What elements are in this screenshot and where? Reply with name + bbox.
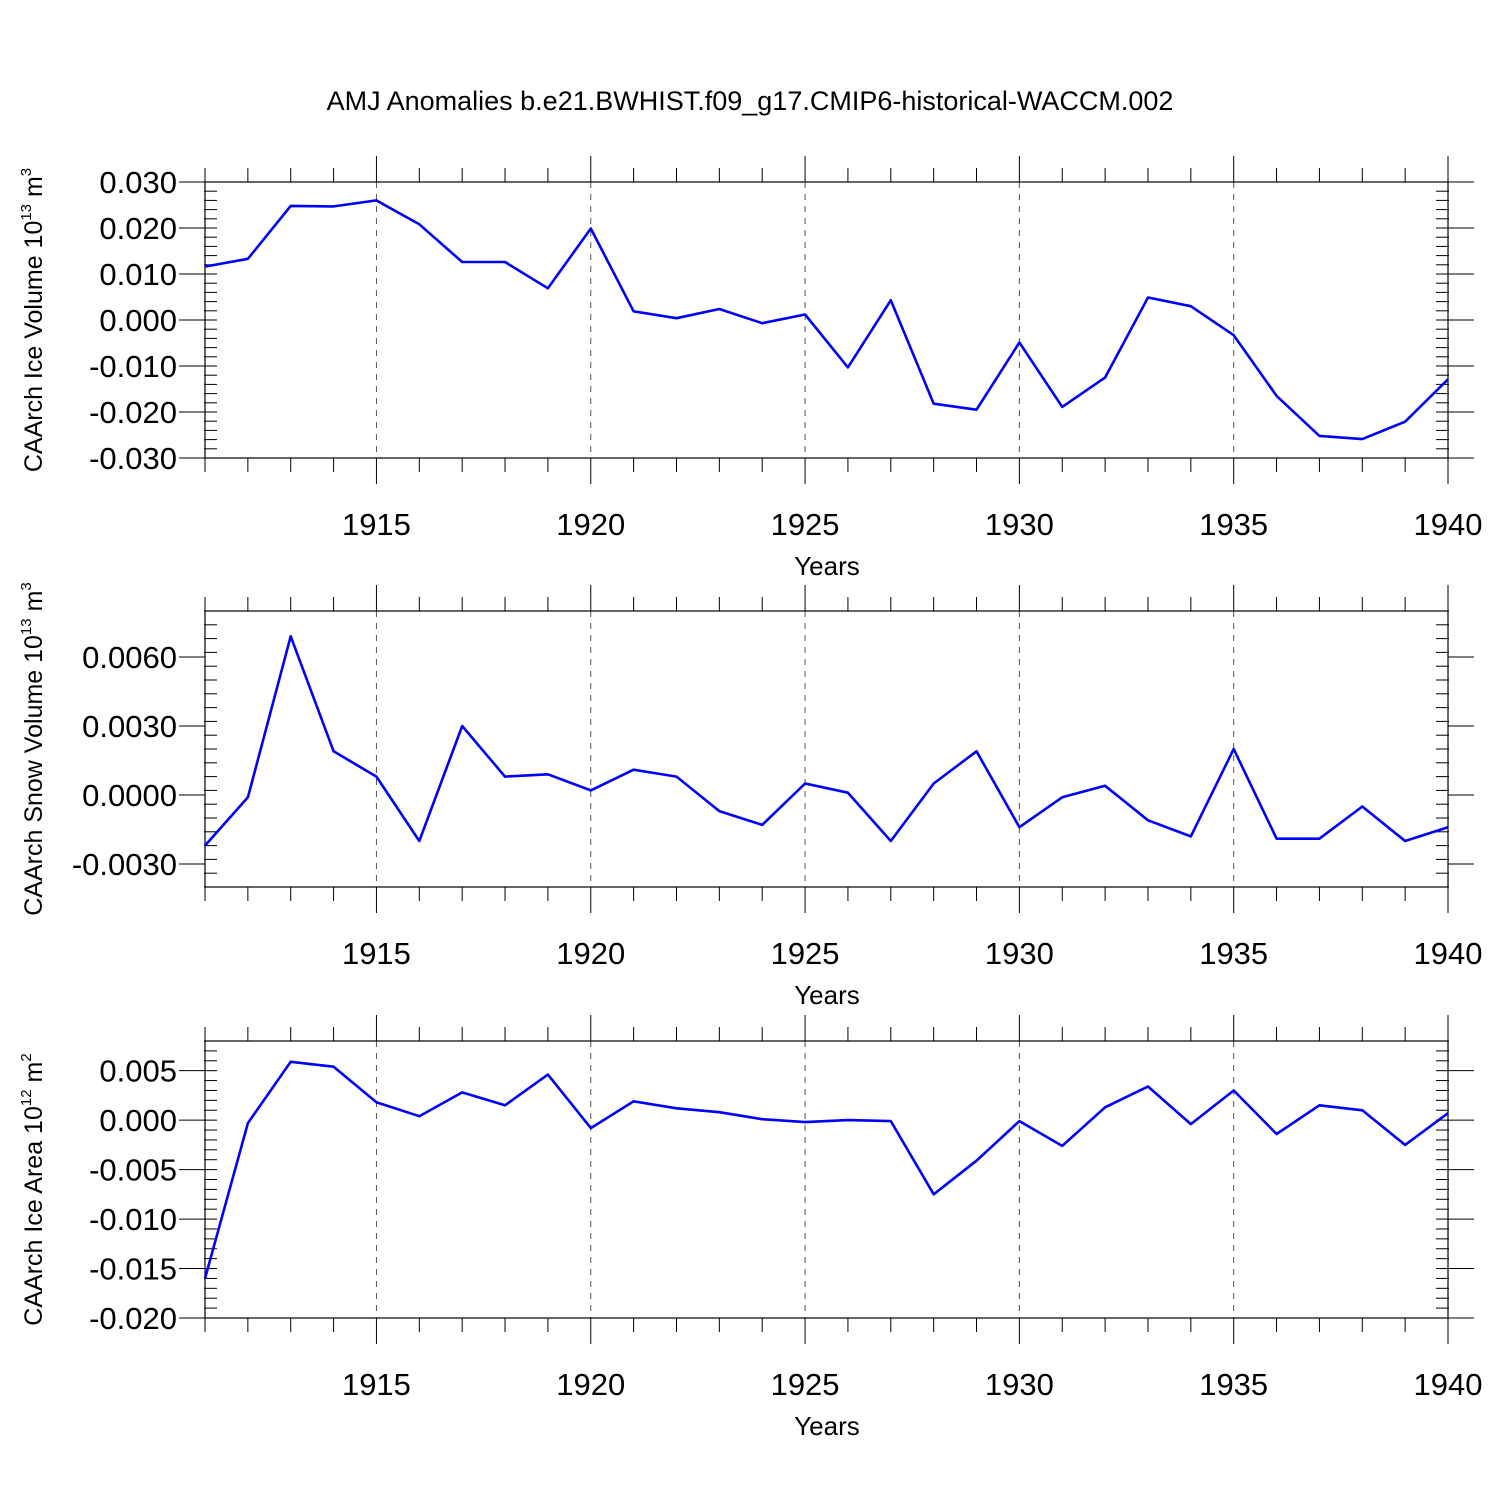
y-tick-label: -0.010 xyxy=(89,349,177,384)
y-tick-label: -0.0030 xyxy=(72,847,177,882)
x-tick-label: 1915 xyxy=(342,936,411,971)
x-tick-label: 1930 xyxy=(985,936,1054,971)
x-tick-label: 1940 xyxy=(1414,1367,1483,1402)
x-axis-label: Years xyxy=(794,980,860,1010)
x-axis-label: Years xyxy=(794,551,860,581)
y-axis-label: CAArch Ice Area 1012 m2 xyxy=(18,1053,48,1325)
x-axis-ticks xyxy=(204,585,1449,913)
x-tick-label: 1915 xyxy=(342,507,411,542)
plot-frame xyxy=(204,610,1449,888)
panel-1: 0.030 0.020 0.010 0.000 -0.010 -0.020 -0.030 19… xyxy=(18,156,1482,581)
y-tick-label: -0.010 xyxy=(89,1202,177,1237)
x-tick-label: 1940 xyxy=(1414,507,1483,542)
x-tick-label: 1935 xyxy=(1199,936,1268,971)
series-line xyxy=(203,1060,1449,1279)
x-tick-label: 1930 xyxy=(985,507,1054,542)
panel-3: 0.005 0.000 -0.005 -0.010 -0.015 -0.020 1915 19… xyxy=(18,1015,1482,1441)
y-axis-ticks xyxy=(179,181,1474,459)
x-tick-label: 1925 xyxy=(771,507,840,542)
y-tick-label: 0.010 xyxy=(99,257,177,292)
x-tick-label: 1915 xyxy=(342,1367,411,1402)
x-tick-label: 1925 xyxy=(771,936,840,971)
x-tick-label: 1920 xyxy=(556,507,625,542)
plot-frame xyxy=(204,181,1449,459)
y-tick-label: -0.020 xyxy=(89,395,177,430)
y-tick-label: 0.000 xyxy=(99,1103,177,1138)
x-tick-label: 1920 xyxy=(556,936,625,971)
series-line xyxy=(204,634,1449,847)
y-axis-label: CAArch Ice Volume 1013 m3 xyxy=(18,168,48,472)
x-axis-label: Years xyxy=(794,1411,860,1441)
y-tick-label: -0.020 xyxy=(89,1301,177,1336)
x-tick-label: 1935 xyxy=(1199,507,1268,542)
figure-title: AMJ Anomalies b.e21.BWHIST.f09_g17.CMIP6… xyxy=(327,86,1174,116)
x-tick-label: 1920 xyxy=(556,1367,625,1402)
x-tick-label: 1925 xyxy=(771,1367,840,1402)
y-axis-ticks xyxy=(179,1040,1474,1319)
y-tick-label: -0.005 xyxy=(89,1153,177,1188)
x-axis-ticks xyxy=(204,156,1449,484)
y-tick-label: 0.0000 xyxy=(82,778,177,813)
panel-2: 0.0060 0.0030 0.0000 -0.0030 1915 1920 1925 193… xyxy=(18,582,1482,1010)
y-tick-label: 0.0030 xyxy=(82,709,177,744)
plot-frame xyxy=(204,1040,1449,1319)
y-tick-label: -0.015 xyxy=(89,1252,177,1287)
y-tick-label: 0.030 xyxy=(99,165,177,200)
x-axis-ticks xyxy=(204,1015,1449,1344)
y-axis-ticks xyxy=(179,610,1474,888)
y-tick-label: 0.005 xyxy=(99,1054,177,1089)
y-tick-label: 0.020 xyxy=(99,211,177,246)
x-tick-label: 1930 xyxy=(985,1367,1054,1402)
series-line xyxy=(204,199,1449,441)
y-axis-label: CAArch Snow Volume 1013 m3 xyxy=(18,582,48,916)
x-tick-label: 1935 xyxy=(1199,1367,1268,1402)
y-tick-label: 0.0060 xyxy=(82,640,177,675)
y-tick-label: -0.030 xyxy=(89,441,177,476)
y-tick-label: 0.000 xyxy=(99,303,177,338)
x-tick-label: 1940 xyxy=(1414,936,1483,971)
